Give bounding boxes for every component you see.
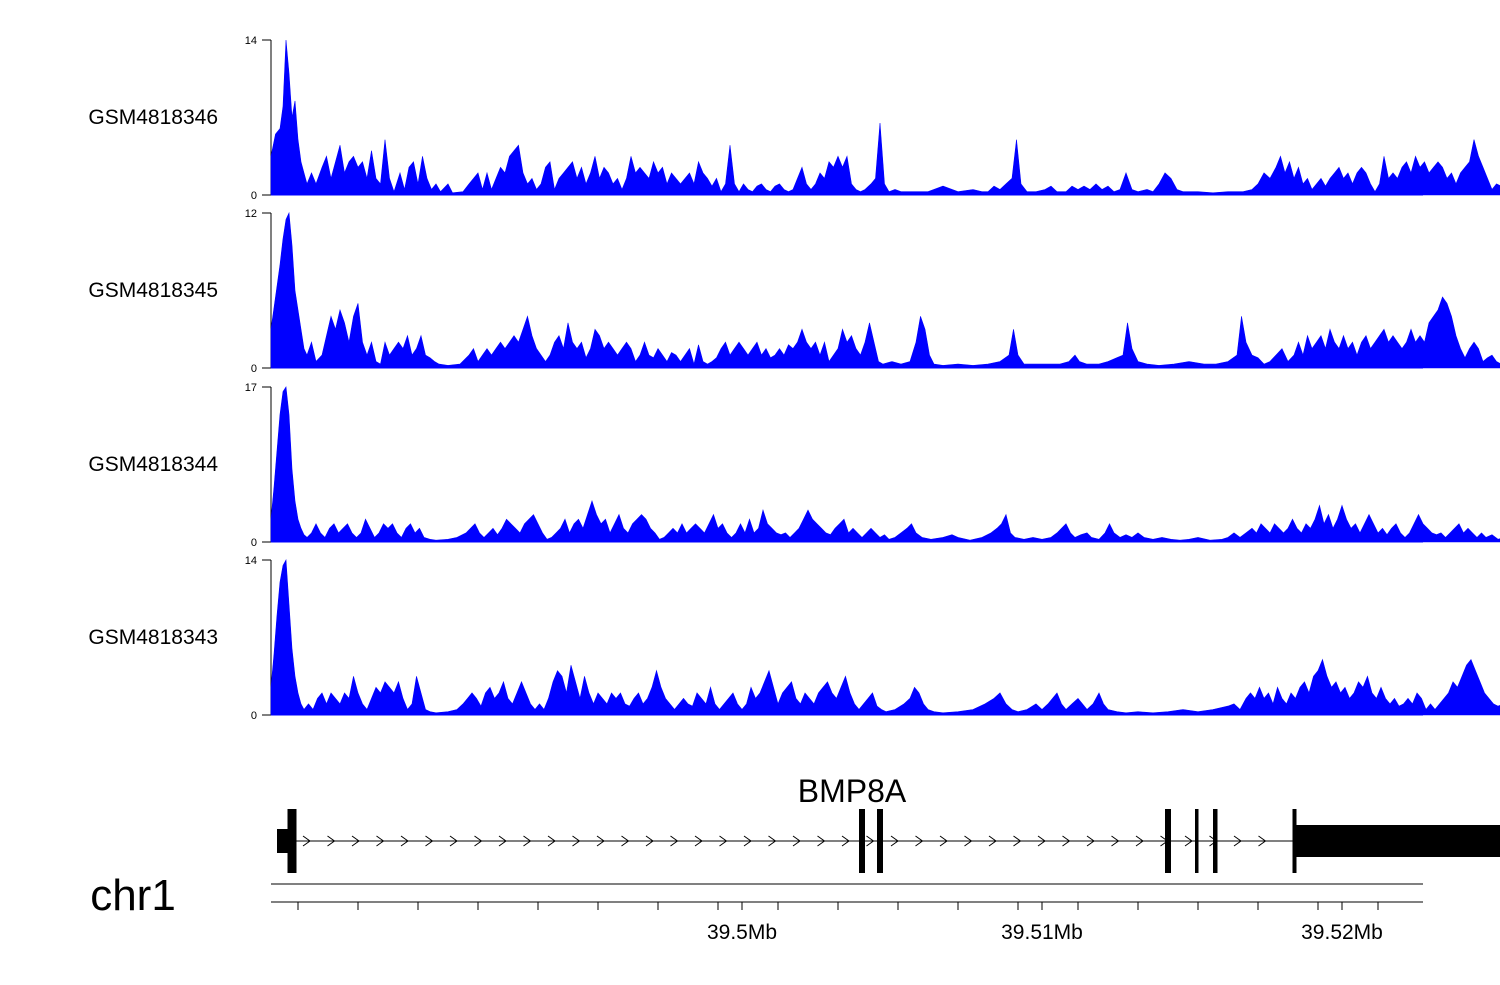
y-tick-label-max: 14 xyxy=(245,35,257,47)
gene-name-label: BMP8A xyxy=(798,773,907,809)
x-tick-label: 39.51Mb xyxy=(1001,921,1083,944)
track-GSM4818345: GSM4818345 12 0 xyxy=(88,208,1500,375)
track-label: GSM4818343 xyxy=(88,626,218,649)
y-tick-label-zero: 0 xyxy=(251,537,257,549)
gene-exon xyxy=(1293,825,1500,857)
gene-exon xyxy=(1165,809,1171,873)
x-tick-label: 39.5Mb xyxy=(707,921,777,944)
coverage-tracks: GSM4818346140GSM4818345120GSM4818344170G… xyxy=(88,35,1500,722)
gene-exon xyxy=(1195,809,1199,873)
coverage-area xyxy=(271,560,1500,715)
gene-exon xyxy=(859,809,865,873)
track-label: GSM4818346 xyxy=(88,106,218,129)
gene-exon-boundary xyxy=(1293,809,1297,873)
y-tick-label-max: 12 xyxy=(245,208,257,220)
gene-model-track: BMP8A xyxy=(277,773,1500,873)
gene-utr xyxy=(277,829,288,853)
track-label: GSM4818344 xyxy=(88,453,218,476)
genomic-axis: chr1 39.5Mb 39.51Mb 39.52Mb xyxy=(90,871,1423,944)
coverage-area xyxy=(271,213,1500,368)
track-GSM4818344: GSM4818344 17 0 xyxy=(88,382,1500,549)
gene-exon xyxy=(1213,809,1218,873)
y-tick-label-max: 14 xyxy=(245,555,257,567)
gene-exon xyxy=(288,809,297,873)
y-tick-label-zero: 0 xyxy=(251,710,257,722)
y-tick-label-zero: 0 xyxy=(251,190,257,202)
track-label: GSM4818345 xyxy=(88,279,218,302)
track-GSM4818343: GSM4818343 14 0 xyxy=(88,555,1500,722)
chromosome-label: chr1 xyxy=(90,871,176,920)
gene-exon xyxy=(877,809,883,873)
coverage-area xyxy=(271,387,1500,542)
y-tick-label-zero: 0 xyxy=(251,363,257,375)
coverage-area xyxy=(271,40,1500,195)
y-tick-label-max: 17 xyxy=(245,382,257,394)
x-tick-label: 39.52Mb xyxy=(1301,921,1383,944)
track-GSM4818346: GSM4818346 14 0 xyxy=(88,35,1500,202)
